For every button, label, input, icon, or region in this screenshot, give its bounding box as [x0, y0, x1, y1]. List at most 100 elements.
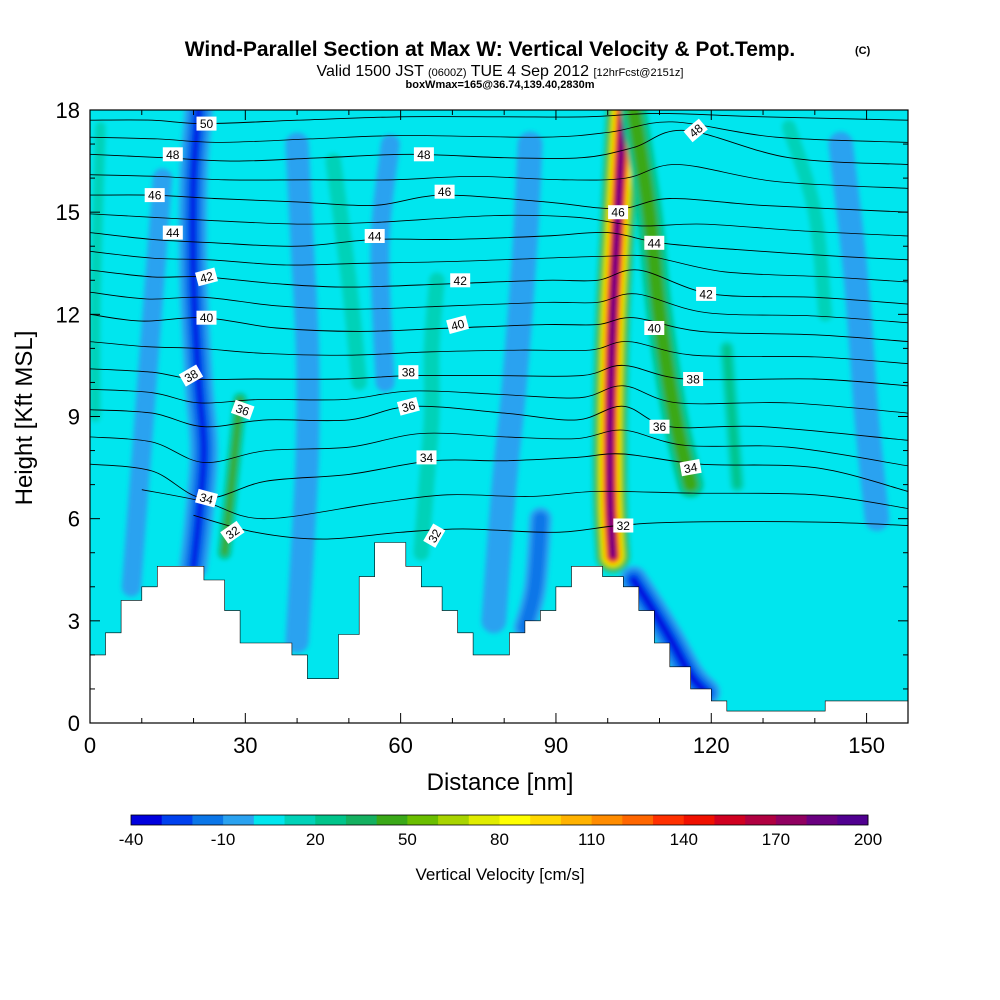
isentrope-line [90, 231, 908, 261]
y-tick-label: 0 [68, 711, 80, 736]
isentrope-label-text: 34 [420, 451, 434, 465]
colorbar-tick-label: 170 [762, 830, 790, 849]
velocity-band [723, 344, 741, 489]
isentrope-label-box [423, 523, 446, 548]
x-tick-label: 90 [544, 733, 568, 758]
velocity-band [608, 110, 626, 558]
isentrope-label-box [679, 458, 702, 477]
isentrope-label-text: 40 [200, 311, 214, 325]
isentrope-label-box [398, 365, 419, 380]
chart-subtitle: Valid 1500 JST (0600Z) TUE 4 Sep 2012 [1… [317, 63, 684, 80]
velocity-band [370, 134, 400, 392]
isentrope-label: 32 [613, 518, 634, 533]
isentrope-line [90, 429, 908, 467]
isentrope-line [90, 250, 908, 283]
velocity-band [782, 120, 833, 322]
colorbar-swatch [161, 815, 193, 825]
isentrope-label-box [162, 225, 183, 240]
y-axis-title: Height [Kft MSL] [11, 331, 38, 506]
isentrope-label-box [144, 188, 165, 203]
isentrope-label: 46 [434, 184, 455, 199]
isentrope-label-box [220, 520, 245, 544]
isentrope-label: 48 [683, 118, 708, 143]
isentrope-label: 36 [230, 399, 255, 420]
isentrope-line [90, 164, 908, 189]
colorbar-tick-label: 200 [854, 830, 882, 849]
colorbar-tick-label: 140 [670, 830, 698, 849]
isentrope-line [90, 291, 908, 324]
isentrope-label-box [178, 364, 204, 387]
isentrope-group [90, 112, 908, 540]
isentrope-label-text: 46 [611, 206, 625, 220]
x-tick-label: 120 [693, 733, 730, 758]
isentrope-label-box [649, 419, 670, 434]
colorbar-swatch [591, 815, 623, 825]
isentrope-label: 34 [195, 488, 218, 508]
x-tick-label: 30 [233, 733, 257, 758]
isentrope-label-text: 48 [166, 148, 180, 162]
isentrope-label-box [196, 116, 217, 131]
x-tick-label: 150 [848, 733, 885, 758]
velocity-band [518, 511, 548, 635]
isentrope-label-text: 44 [648, 236, 662, 250]
isentrope-label-text: 40 [449, 317, 466, 334]
colorbar-title: Vertical Velocity [cm/s] [415, 865, 584, 884]
isentrope-label-text: 46 [148, 189, 162, 203]
colorbar-swatch [253, 815, 286, 825]
colorbar-swatch [407, 815, 439, 825]
isentrope-label: 50 [196, 116, 217, 131]
colorbar-swatch [376, 815, 408, 825]
colorbar-swatch [499, 815, 531, 825]
colorbar-swatch [622, 815, 654, 825]
isentrope-label-text: 38 [686, 373, 700, 387]
isentrope-label: 40 [644, 321, 665, 336]
isentrope-label: 46 [608, 205, 629, 220]
isentrope-line [90, 129, 908, 165]
colorbar-swatch [560, 815, 593, 825]
isentrope-label-text: 36 [234, 401, 252, 419]
isentrope-label-text: 42 [699, 287, 713, 301]
isentrope-label-text: 34 [198, 490, 215, 507]
isentrope-label: 40 [196, 310, 217, 325]
colorbar-swatch [468, 815, 500, 825]
isentrope-label-box [162, 147, 183, 162]
isentrope-label: 44 [364, 229, 385, 244]
isentrope-label: 42 [696, 286, 717, 301]
isentrope-line [90, 121, 908, 143]
isentrope-label-text: 42 [198, 269, 215, 286]
downdraft-feature [370, 134, 400, 392]
downdraft-feature [481, 131, 543, 634]
isentrope-label-text: 36 [653, 420, 667, 434]
colorbar-tick-label: 20 [306, 830, 325, 849]
isentrope-label: 44 [644, 235, 665, 250]
isentrope-label: 34 [679, 458, 702, 477]
colorbar-swatch [837, 815, 869, 825]
velocity-band [630, 577, 709, 696]
isentrope-label-group: 50 48 46 44 42 40 38 36 34 32 48 46 44 42 40 38 36 34 32 48… [144, 116, 717, 548]
y-tick-label: 6 [68, 507, 80, 532]
isentrope-label-text: 32 [617, 519, 631, 533]
colorbar-swatch [131, 815, 163, 825]
terrain-mask [90, 542, 908, 723]
isentrope-label-box [683, 372, 704, 386]
downdraft-feature [513, 507, 552, 639]
colorbar-swatch [806, 815, 838, 825]
isentrope-label: 48 [413, 147, 434, 162]
updraft-weak-feature [90, 121, 106, 422]
isentrope-label: 48 [162, 147, 183, 162]
colorbar-tick-label: 80 [490, 830, 509, 849]
isentrope-label-text: 48 [417, 148, 431, 162]
isentrope-line [193, 514, 908, 540]
isentrope-label-box [434, 184, 455, 199]
isentrope-label-box [608, 205, 629, 220]
isentrope-label: 36 [649, 419, 670, 434]
isentrope-label: 32 [423, 523, 446, 548]
colorbar-swatch [223, 815, 255, 825]
isentrope-label: 42 [195, 267, 218, 287]
isentrope-label-text: 34 [683, 460, 699, 476]
y-tick-label: 9 [68, 405, 80, 430]
colorbar-swatch [192, 815, 224, 825]
isentrope-label-text: 40 [648, 322, 662, 336]
